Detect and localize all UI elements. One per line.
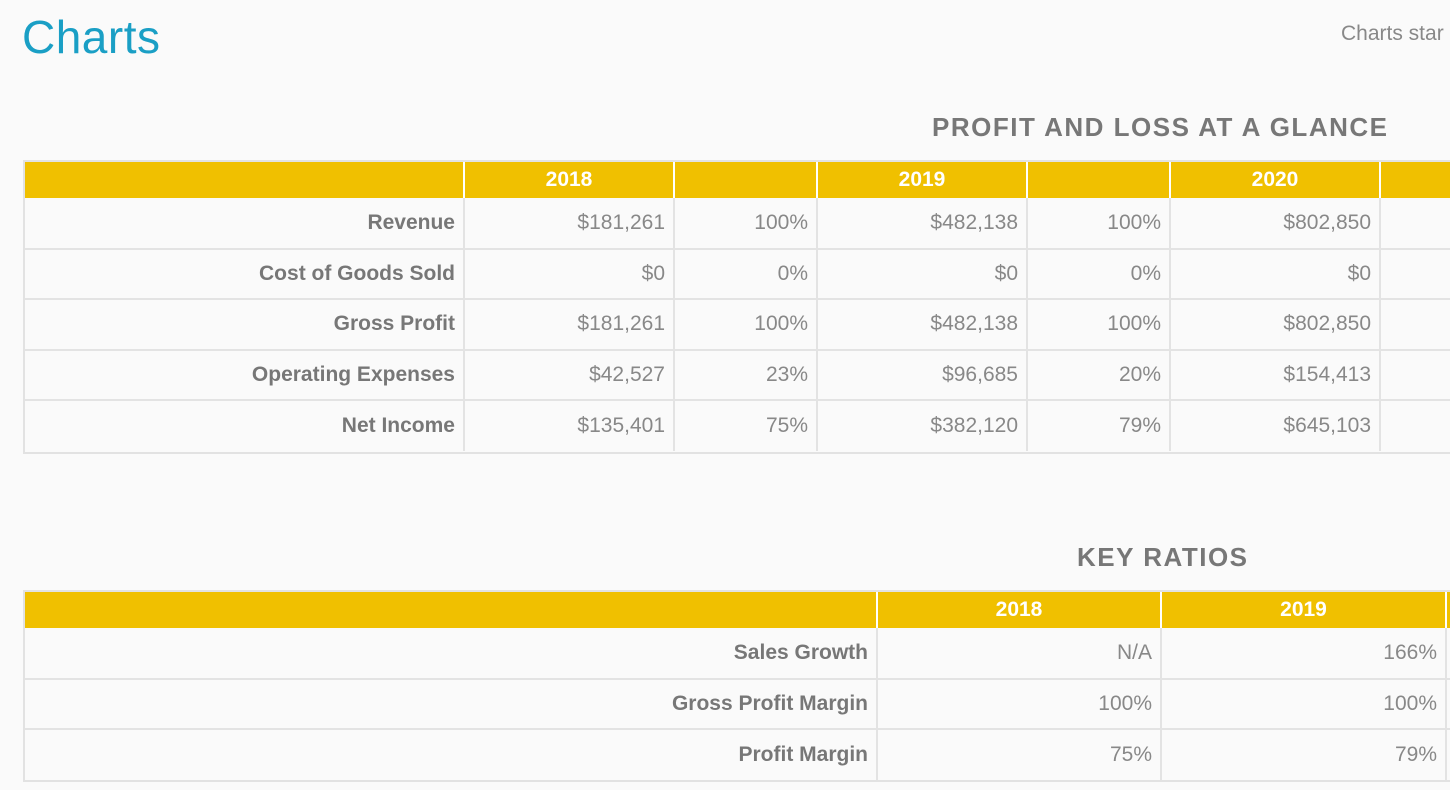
key-ratios-header-row: 2018 2019 [25, 592, 1450, 628]
row-label: Sales Growth [25, 628, 878, 680]
table-cell: 0% [1027, 248, 1171, 301]
row-label: Gross Profit Margin [25, 678, 878, 731]
header-blank [1446, 592, 1450, 628]
table-cell: $0 [817, 248, 1028, 301]
table-cell: 100% [674, 299, 818, 351]
table-cell: $482,138 [817, 198, 1028, 250]
header-year-2020: 2020 [1170, 162, 1381, 198]
row-label: Profit Margin [25, 729, 878, 780]
table-cell: $482,138 [817, 299, 1028, 351]
table-cell: 79% [1027, 400, 1171, 451]
key-ratios-table: 2018 2019 Sales Growth N/A 166% Gross Profi… [25, 592, 1450, 780]
table-cell: $154,413 [1170, 349, 1381, 402]
profit-loss-table: 2018 2019 2020 Revenue $181,261 100% $482,1… [25, 162, 1450, 451]
table-cell: 100% [1161, 678, 1447, 731]
table-cell: 20% [1027, 349, 1171, 402]
table-row: Cost of Goods Sold $0 0% $0 0% $0 [25, 248, 1450, 301]
header-blank [1027, 162, 1171, 198]
table-cell: 0% [674, 248, 818, 301]
table-cell-empty [1380, 349, 1450, 402]
table-cell: 166% [1161, 628, 1447, 680]
header-year-2019: 2019 [817, 162, 1028, 198]
header-blank [1380, 162, 1450, 198]
header-blank [25, 592, 878, 628]
charts-note: Charts star [1341, 22, 1444, 45]
table-cell: $181,261 [464, 299, 675, 351]
table-cell-empty [1446, 678, 1450, 731]
table-cell-empty [1380, 248, 1450, 301]
table-cell-empty [1446, 729, 1450, 780]
table-cell: $0 [464, 248, 675, 301]
table-cell: $802,850 [1170, 198, 1381, 250]
row-label: Gross Profit [25, 299, 465, 351]
table-cell: 100% [674, 198, 818, 250]
header-year-2019: 2019 [1161, 592, 1447, 628]
page-title: Charts [22, 11, 161, 63]
table-row: Net Income $135,401 75% $382,120 79% $645,103 [25, 400, 1450, 451]
table-cell-empty [1380, 198, 1450, 250]
table-cell-empty [1446, 628, 1450, 680]
key-ratios-title: KEY RATIOS [1077, 542, 1249, 572]
row-label: Cost of Goods Sold [25, 248, 465, 301]
table-cell: $181,261 [464, 198, 675, 250]
header-year-2018: 2018 [464, 162, 675, 198]
table-cell-empty [1380, 400, 1450, 451]
table-cell: 23% [674, 349, 818, 402]
header-blank [674, 162, 818, 198]
table-cell: 75% [674, 400, 818, 451]
table-row: Operating Expenses $42,527 23% $96,685 20% $1… [25, 349, 1450, 402]
table-cell: 100% [877, 678, 1162, 731]
table-row: Profit Margin 75% 79% [25, 729, 1450, 780]
table-cell-empty [1380, 299, 1450, 351]
table-cell: $645,103 [1170, 400, 1381, 451]
key-ratios-table-container: 2018 2019 Sales Growth N/A 166% Gross Profi… [23, 590, 1450, 782]
row-label: Operating Expenses [25, 349, 465, 402]
table-cell: $96,685 [817, 349, 1028, 402]
table-row: Revenue $181,261 100% $482,138 100% $802,850 [25, 198, 1450, 250]
table-cell: 79% [1161, 729, 1447, 780]
table-cell: 75% [877, 729, 1162, 780]
table-cell: $382,120 [817, 400, 1028, 451]
row-label: Net Income [25, 400, 465, 451]
table-row: Sales Growth N/A 166% [25, 628, 1450, 680]
header-blank [25, 162, 465, 198]
profit-loss-header-row: 2018 2019 2020 [25, 162, 1450, 198]
row-label: Revenue [25, 198, 465, 250]
table-row: Gross Profit $181,261 100% $482,138 100% $802… [25, 299, 1450, 351]
table-cell: $0 [1170, 248, 1381, 301]
table-cell: $135,401 [464, 400, 675, 451]
profit-loss-title: PROFIT AND LOSS AT A GLANCE [932, 112, 1389, 142]
table-cell: N/A [877, 628, 1162, 680]
profit-loss-table-container: 2018 2019 2020 Revenue $181,261 100% $482,1… [23, 160, 1450, 454]
table-cell: 100% [1027, 299, 1171, 351]
table-cell: $42,527 [464, 349, 675, 402]
table-cell: 100% [1027, 198, 1171, 250]
table-row: Gross Profit Margin 100% 100% [25, 678, 1450, 731]
header-year-2018: 2018 [877, 592, 1162, 628]
table-cell: $802,850 [1170, 299, 1381, 351]
